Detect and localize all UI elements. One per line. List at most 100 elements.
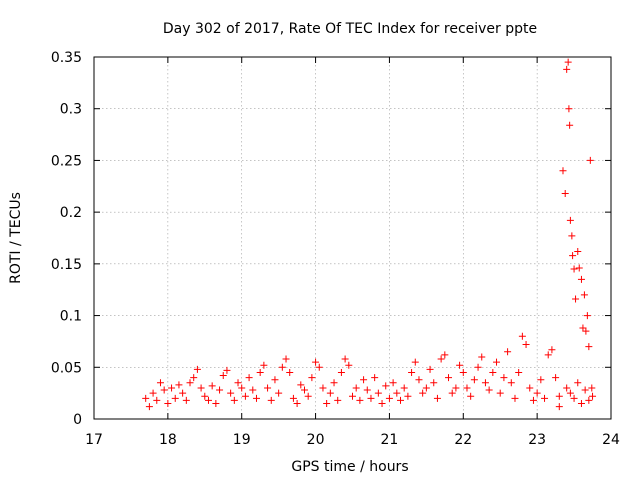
- data-point: [264, 384, 272, 392]
- data-point: [271, 376, 279, 384]
- data-point: [300, 386, 308, 394]
- data-point: [470, 376, 478, 384]
- data-point: [411, 358, 419, 366]
- x-tick-label: 21: [381, 432, 399, 448]
- data-point: [156, 379, 164, 387]
- data-point: [570, 265, 578, 273]
- data-point: [437, 355, 445, 363]
- x-tick-label: 22: [454, 432, 472, 448]
- data-point: [566, 216, 574, 224]
- data-point: [286, 368, 294, 376]
- data-point: [518, 332, 526, 340]
- y-tick-label: 0.2: [60, 205, 82, 221]
- data-point: [216, 386, 224, 394]
- data-point: [319, 384, 327, 392]
- data-point: [164, 399, 172, 407]
- x-tick-labels: 17 18 19 20 21 22 23 24: [85, 432, 620, 448]
- data-point: [452, 384, 460, 392]
- data-point: [507, 379, 515, 387]
- data-point: [153, 396, 161, 404]
- data-point: [496, 389, 504, 397]
- data-point: [575, 264, 583, 272]
- data-point: [544, 351, 552, 359]
- data-point: [389, 379, 397, 387]
- y-tick-label: 0.1: [60, 309, 82, 325]
- data-point: [570, 394, 578, 402]
- data-point: [160, 386, 168, 394]
- plot-frame: [93, 56, 612, 420]
- y-axis-label: ROTI / TECUs: [8, 192, 24, 284]
- data-point: [142, 394, 150, 402]
- data-point: [489, 368, 497, 376]
- data-point: [230, 396, 238, 404]
- data-point: [330, 379, 338, 387]
- data-point: [382, 382, 390, 390]
- data-point: [186, 379, 194, 387]
- y-tick-label: 0.05: [51, 360, 82, 376]
- data-point: [537, 376, 545, 384]
- y-tick-labels: 0 0.05 0.1 0.15 0.2 0.25 0.3 0.35: [51, 50, 82, 428]
- data-point: [400, 384, 408, 392]
- data-point: [385, 394, 393, 402]
- data-point: [341, 355, 349, 363]
- data-point: [293, 399, 301, 407]
- data-point: [404, 392, 412, 400]
- data-point: [278, 363, 286, 371]
- data-point: [430, 379, 438, 387]
- data-point: [367, 394, 375, 402]
- data-point: [485, 386, 493, 394]
- data-point: [478, 353, 486, 361]
- chart-title: Day 302 of 2017, Rate Of TEC Index for r…: [163, 21, 537, 37]
- data-point: [511, 394, 519, 402]
- x-tick-label: 17: [85, 432, 103, 448]
- data-point: [249, 386, 257, 394]
- data-point: [419, 389, 427, 397]
- x-tick-label: 20: [307, 432, 325, 448]
- data-point: [582, 327, 590, 335]
- data-point: [589, 392, 597, 400]
- data-point: [260, 361, 268, 369]
- data-point: [360, 376, 368, 384]
- y-tick-label: 0.35: [51, 50, 82, 66]
- data-point: [415, 376, 423, 384]
- data-point: [559, 167, 567, 175]
- data-point: [564, 58, 572, 66]
- data-point: [566, 121, 574, 129]
- data-point: [349, 392, 356, 400]
- data-point: [555, 403, 563, 411]
- data-point: [308, 374, 316, 382]
- data-point: [541, 394, 549, 402]
- data-point: [433, 394, 441, 402]
- data-points: [142, 58, 597, 411]
- data-point: [566, 389, 574, 397]
- data-point: [363, 386, 371, 394]
- data-point: [445, 374, 453, 382]
- data-point: [577, 399, 585, 407]
- data-point: [168, 384, 176, 392]
- data-point: [241, 392, 249, 400]
- data-point: [149, 389, 157, 397]
- data-point: [588, 384, 596, 392]
- data-point: [227, 389, 235, 397]
- data-point: [371, 374, 379, 382]
- data-point: [500, 374, 508, 382]
- data-point: [548, 346, 556, 354]
- data-point: [193, 365, 201, 373]
- data-point: [238, 384, 246, 392]
- data-point: [297, 381, 305, 389]
- data-point: [282, 355, 290, 363]
- x-tick-label: 23: [528, 432, 546, 448]
- data-point: [555, 392, 563, 400]
- axis-ticks: [93, 56, 612, 420]
- y-tick-label: 0.15: [51, 257, 82, 273]
- data-point: [356, 396, 364, 404]
- data-point: [565, 105, 573, 113]
- data-point: [345, 361, 353, 369]
- data-point: [586, 156, 594, 164]
- data-point: [577, 275, 585, 283]
- data-point: [426, 365, 434, 373]
- data-point: [267, 396, 275, 404]
- data-point: [533, 389, 541, 397]
- data-point: [323, 399, 331, 407]
